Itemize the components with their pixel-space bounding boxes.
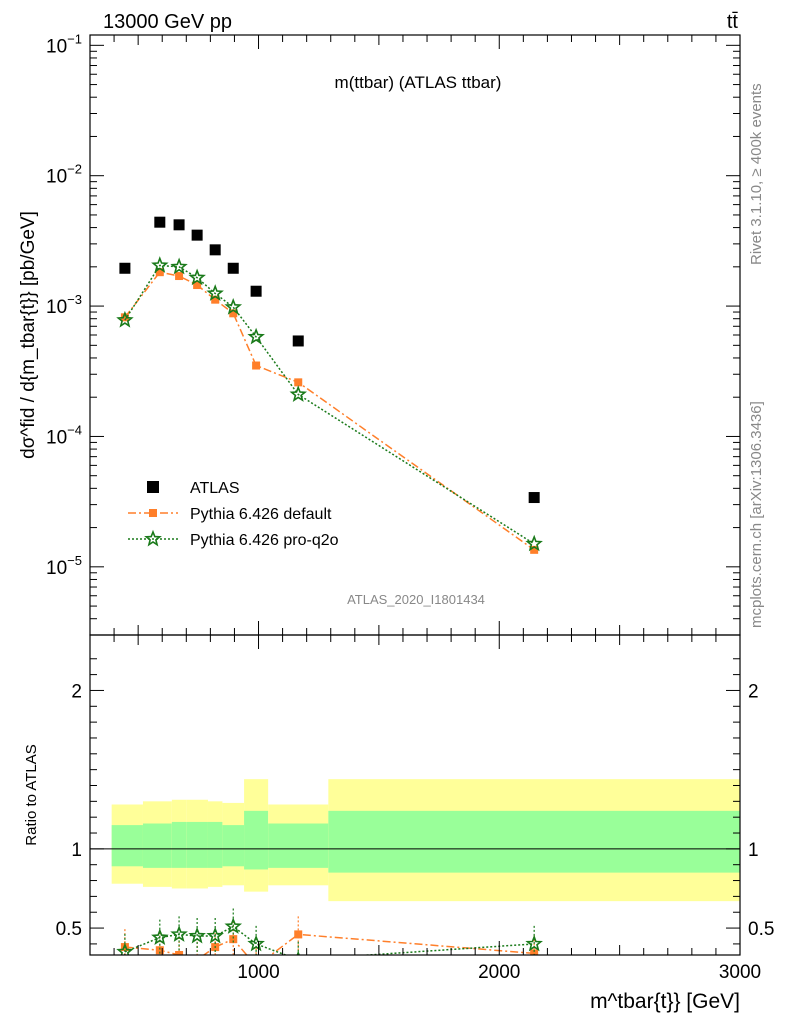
ratio-default-point xyxy=(530,949,539,955)
atlas-data-point xyxy=(227,262,239,274)
ratio-y-axis-label: Ratio to ATLAS xyxy=(23,744,40,845)
rivet-label: Rivet 3.1.10, ≥ 400k events xyxy=(748,83,765,265)
atlas-data-point xyxy=(209,244,221,256)
ratio-default-point xyxy=(155,946,164,955)
main-y-axis-label: dσ^fid / d{m_tbar{t}} [pb/GeV] xyxy=(18,211,39,459)
ratio-uncertainty-band-inner xyxy=(207,821,223,868)
atlas-data-point xyxy=(119,262,131,274)
main-y-tick-label: 10−2 xyxy=(46,162,82,188)
ratio-y-tick-label-left: 0.5 xyxy=(56,919,82,940)
pythia-default-point xyxy=(211,295,220,304)
legend: ATLAS Pythia 6.426 default Pythia 6.426 pr… xyxy=(128,480,339,549)
main-series-line xyxy=(124,264,535,545)
process-label: tt̄ xyxy=(727,11,739,33)
main-y-tick-label: 10−3 xyxy=(46,292,82,318)
ratio-uncertainty-band-inner xyxy=(328,810,740,873)
x-tick-label: 1000 xyxy=(237,962,279,983)
pythia-default-point xyxy=(530,545,539,554)
atlas-data-point xyxy=(292,335,304,347)
ratio-default-point xyxy=(294,930,303,939)
main-plot-panel: 10−5 10−4 10−3 10−2 10−1 m(ttbar) (ATLAS ttb… xyxy=(46,31,741,636)
x-axis-label: m^tbar{t}} [GeV] xyxy=(590,990,740,1013)
pythia-default-point xyxy=(252,361,261,370)
ratio-proq2o-point xyxy=(206,926,224,944)
ratio-default-point xyxy=(193,956,201,964)
pythia-default-point xyxy=(175,272,184,281)
legend-label: Pythia 6.426 default xyxy=(190,506,332,523)
pythia-proq2o-point xyxy=(247,327,265,345)
legend-marker-proq2o xyxy=(144,529,162,547)
pythia-proq2o-point xyxy=(188,268,206,286)
ratio-uncertainty-band-inner xyxy=(171,821,187,868)
main-y-tick-label: 10−1 xyxy=(46,31,82,57)
mcplots-label: mcplots.cern.ch [arXiv:1306.3436] xyxy=(748,401,765,628)
main-plot-frame xyxy=(89,34,741,636)
main-y-tick-label: 10−4 xyxy=(46,422,82,448)
ratio-y-tick-label-left: 1 xyxy=(71,840,82,861)
atlas-data-point xyxy=(250,285,262,297)
x-tick-label: 2000 xyxy=(478,962,520,983)
atlas-data-point xyxy=(154,216,166,228)
main-y-tick-label: 10−5 xyxy=(46,553,82,579)
ratio-proq2o-point xyxy=(151,928,169,945)
ratio-uncertainty-band-inner xyxy=(111,825,143,867)
legend-marker-default xyxy=(149,509,157,517)
ratio-y-axis-label-text: Ratio to ATLAS xyxy=(23,744,40,845)
legend-label: Pythia 6.426 pro-q2o xyxy=(190,532,339,549)
pythia-default-point xyxy=(120,313,129,322)
pythia-proq2o-point xyxy=(289,385,307,402)
analysis-watermark: ATLAS_2020_I1801434 xyxy=(347,592,485,607)
rivet-label-text: Rivet 3.1.10, ≥ 400k events xyxy=(748,83,765,265)
legend-label: ATLAS xyxy=(190,480,240,497)
pythia-proq2o-point xyxy=(116,310,134,328)
atlas-data-point xyxy=(173,219,185,231)
atlas-data-point xyxy=(528,492,540,504)
ratio-default-point xyxy=(175,951,184,955)
ratio-uncertainty-band-inner xyxy=(268,823,329,868)
ratio-plot-panel: 0.5 0.5 1 1 2 2 1000 2000 3000 xyxy=(56,634,774,983)
pythia-default-point xyxy=(294,378,303,387)
ratio-plot-frame xyxy=(89,634,741,956)
main-series-line xyxy=(124,271,535,551)
ratio-default-point xyxy=(229,935,238,944)
pythia-proq2o-point xyxy=(525,534,543,552)
ratio-y-tick-label-right: 2 xyxy=(748,681,759,702)
x-tick-label: 3000 xyxy=(719,962,761,983)
mcplots-label-text: mcplots.cern.ch [arXiv:1306.3436] xyxy=(748,401,765,628)
pythia-proq2o-point xyxy=(224,297,243,315)
ratio-proq2o-point xyxy=(188,926,206,944)
ratio-uncertainty-band-inner xyxy=(186,821,208,868)
ratio-y-tick-label-right: 0.5 xyxy=(748,919,774,940)
ratio-proq2o-point xyxy=(224,917,243,934)
ratio-proq2o-point xyxy=(525,934,543,952)
ratio-proq2o-point xyxy=(247,934,265,952)
pythia-default-point xyxy=(193,281,202,290)
ratio-uncertainty-band-inner xyxy=(244,810,269,870)
pythia-default-point xyxy=(229,309,238,318)
ratio-proq2o-point xyxy=(170,925,188,942)
ratio-uncertainty-band-inner xyxy=(142,823,172,868)
pythia-proq2o-point xyxy=(151,256,169,273)
ratio-y-tick-label-right: 1 xyxy=(748,840,759,861)
pythia-proq2o-point xyxy=(206,284,224,301)
atlas-data-point xyxy=(191,229,203,241)
pythia-default-point xyxy=(155,268,164,277)
legend-marker-atlas xyxy=(147,481,159,493)
pythia-proq2o-point xyxy=(170,257,188,275)
main-plot-title: m(ttbar) (ATLAS ttbar) xyxy=(335,73,502,92)
energy-label: 13000 GeV pp xyxy=(103,11,232,33)
ratio-y-tick-label-left: 2 xyxy=(71,681,82,702)
main-y-axis-label-text: dσ^fid / d{m_tbar{t}} [pb/GeV] xyxy=(18,211,39,459)
ratio-uncertainty-band-inner xyxy=(222,825,245,867)
